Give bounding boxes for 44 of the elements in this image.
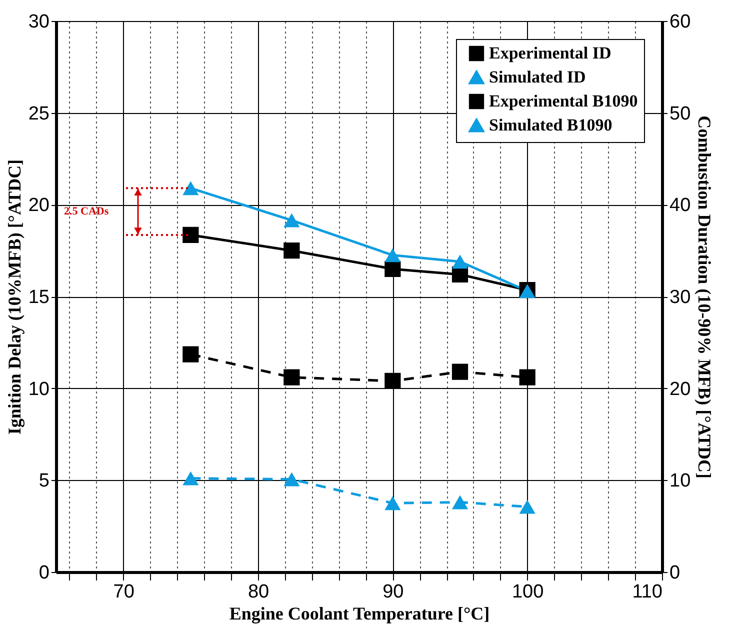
point [384,496,401,510]
point [452,364,468,380]
y2-tick-label: 20 [670,378,691,400]
x-tick-label: 70 [113,582,134,602]
x-tick-label: 100 [512,582,544,602]
y2-tick-label: 30 [670,287,691,308]
y-tick-label: 10 [28,378,50,400]
point [182,181,199,196]
point [182,226,199,244]
x-tick-label: 110 [632,582,662,602]
y-tick-label: 30 [28,12,50,32]
y2-tick-label: 40 [670,195,691,216]
x-tick-label: 80 [248,582,270,602]
y2-tick-label: 10 [670,470,691,492]
point [284,213,300,228]
point [284,472,300,486]
point [384,372,401,390]
legend-label: Experimental ID [489,44,612,62]
y-tick-label: 5 [38,470,50,492]
y2-axis-title: Combustion Duration (10-90% MFB) [°ATDC] [694,116,715,478]
y-tick-label: 20 [28,195,50,216]
point [284,369,300,386]
legend-label: Experimental B1090 [489,92,638,110]
point [452,495,468,510]
y-tick-label: 15 [28,287,50,308]
point [182,471,199,486]
x-tick-label: 90 [382,582,404,602]
y-axis-title: Ignition Delay (10%MFB) [°ATDC] [4,159,24,435]
y-tick-label: 0 [38,562,50,584]
point [452,254,468,269]
x-axis-title: Engine Coolant Temperature [°C] [229,604,490,624]
legend-label: Simulated B1090 [489,116,612,134]
point [384,260,401,278]
legend-label: Simulated ID [489,68,586,86]
y2-tick-label: 60 [670,12,691,32]
point [519,369,536,386]
y-tick-label: 25 [28,103,50,124]
point [519,500,536,514]
y2-tick-label: 50 [670,103,691,124]
point [182,346,199,362]
point [284,242,300,259]
point [384,248,401,262]
annotation: 2.5 CADs [64,206,110,218]
y2-tick-label: 0 [670,562,680,584]
